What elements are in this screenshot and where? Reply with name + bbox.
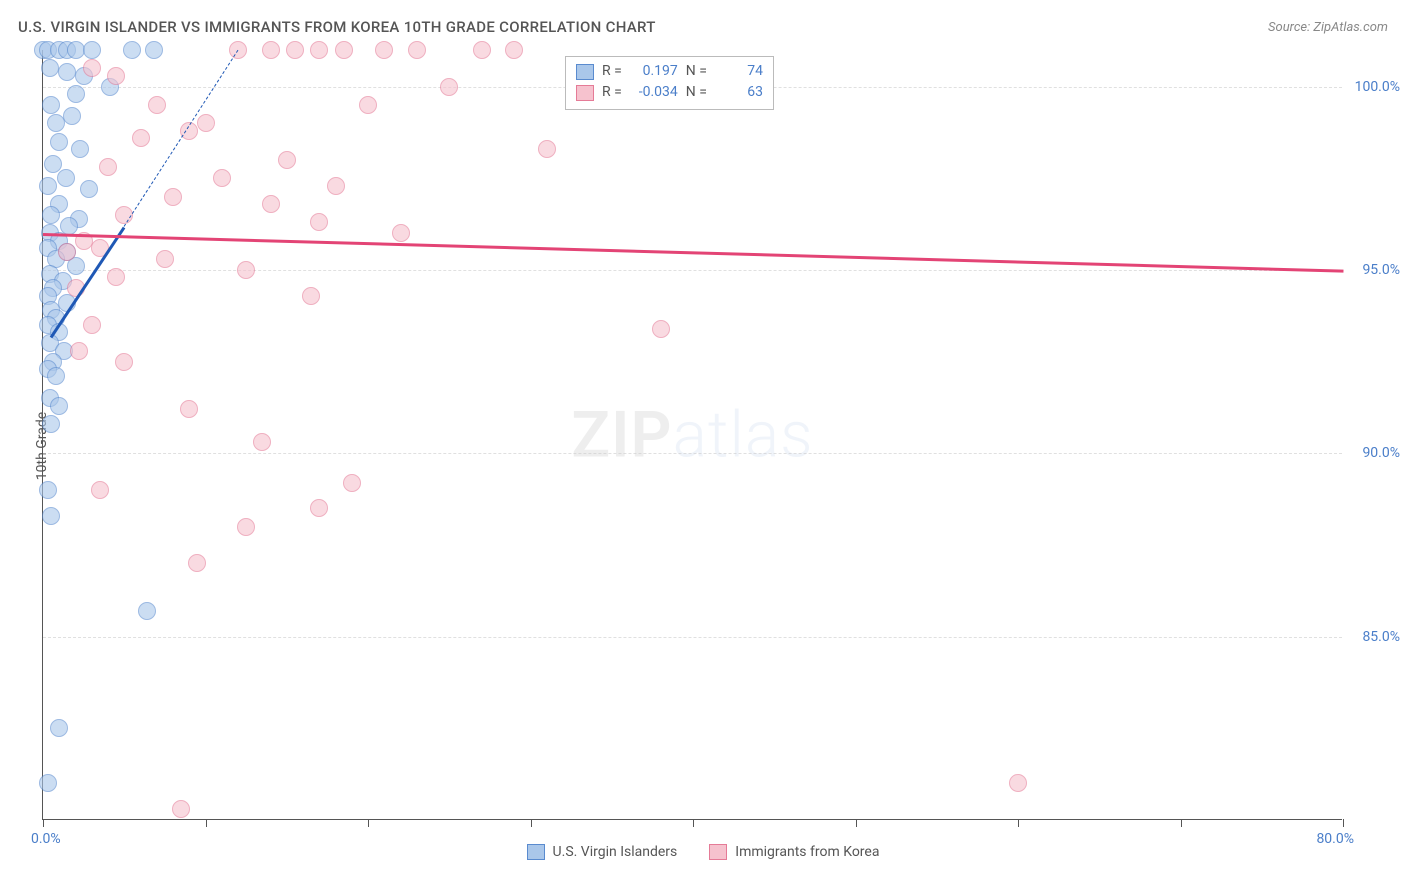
data-point-series-1 — [302, 287, 320, 305]
data-point-series-1 — [164, 188, 182, 206]
data-point-series-1 — [172, 800, 190, 818]
data-point-series-0 — [41, 59, 59, 77]
data-point-series-1 — [286, 41, 304, 59]
data-point-series-0 — [47, 114, 65, 132]
data-point-series-1 — [310, 499, 328, 517]
data-point-series-0 — [50, 397, 68, 415]
data-point-series-1 — [359, 96, 377, 114]
data-point-series-0 — [145, 41, 163, 59]
data-point-series-1 — [278, 151, 296, 169]
data-point-series-1 — [327, 177, 345, 195]
data-point-series-0 — [138, 602, 156, 620]
x-tick — [856, 819, 857, 827]
bottom-legend: U.S. Virgin Islanders Immigrants from Ko… — [0, 844, 1406, 860]
data-point-series-1 — [188, 554, 206, 572]
data-point-series-1 — [148, 96, 166, 114]
data-point-series-1 — [115, 353, 133, 371]
data-point-series-0 — [63, 107, 81, 125]
stats-row-series-1: R = -0.034 N = 63 — [576, 82, 763, 103]
chart-source: Source: ZipAtlas.com — [1268, 20, 1388, 35]
data-point-series-0 — [80, 180, 98, 198]
data-point-series-0 — [67, 85, 85, 103]
data-point-series-1 — [310, 213, 328, 231]
data-point-series-1 — [343, 474, 361, 492]
legend-item-0: U.S. Virgin Islanders — [527, 844, 678, 860]
data-point-series-1 — [538, 140, 556, 158]
data-point-series-1 — [58, 243, 76, 261]
data-point-series-1 — [91, 481, 109, 499]
data-point-series-1 — [180, 400, 198, 418]
data-point-series-0 — [42, 96, 60, 114]
data-point-series-0 — [71, 140, 89, 158]
data-point-series-1 — [156, 250, 174, 268]
swatch-icon — [527, 844, 545, 860]
data-point-series-1 — [253, 433, 271, 451]
x-tick — [693, 819, 694, 827]
swatch-icon — [576, 85, 594, 101]
data-point-series-0 — [47, 367, 65, 385]
scatter-plot: ZIPatlas 0.0% 80.0% 85.0%90.0%95.0%100.0… — [42, 50, 1342, 820]
stats-row-series-0: R = 0.197 N = 74 — [576, 61, 763, 82]
data-point-series-1 — [262, 195, 280, 213]
y-tick-label: 100.0% — [1355, 79, 1400, 95]
data-point-series-1 — [83, 59, 101, 77]
swatch-icon — [709, 844, 727, 860]
data-point-series-0 — [57, 169, 75, 187]
data-point-series-0 — [42, 206, 60, 224]
data-point-series-1 — [213, 169, 231, 187]
legend-item-1: Immigrants from Korea — [709, 844, 879, 860]
gridline — [43, 637, 1342, 638]
data-point-series-1 — [237, 518, 255, 536]
data-point-series-1 — [375, 41, 393, 59]
data-point-series-0 — [39, 774, 57, 792]
data-point-series-1 — [70, 342, 88, 360]
data-point-series-0 — [50, 719, 68, 737]
data-point-series-0 — [83, 41, 101, 59]
data-point-series-1 — [505, 41, 523, 59]
stats-legend-box: R = 0.197 N = 74 R = -0.034 N = 63 — [565, 56, 774, 110]
y-tick-label: 85.0% — [1362, 629, 1400, 645]
data-point-series-1 — [1009, 774, 1027, 792]
watermark: ZIPatlas — [571, 397, 813, 472]
data-point-series-1 — [652, 320, 670, 338]
x-tick — [43, 819, 44, 827]
x-tick — [368, 819, 369, 827]
data-point-series-1 — [107, 268, 125, 286]
data-point-series-1 — [392, 224, 410, 242]
data-point-series-0 — [42, 415, 60, 433]
data-point-series-0 — [39, 177, 57, 195]
data-point-series-0 — [58, 63, 76, 81]
chart-header: U.S. VIRGIN ISLANDER VS IMMIGRANTS FROM … — [18, 18, 1388, 36]
data-point-series-0 — [44, 155, 62, 173]
y-tick-label: 95.0% — [1362, 262, 1400, 278]
x-tick — [1181, 819, 1182, 827]
x-tick — [531, 819, 532, 827]
data-point-series-1 — [197, 114, 215, 132]
x-tick — [1343, 819, 1344, 827]
data-point-series-1 — [473, 41, 491, 59]
data-point-series-1 — [262, 41, 280, 59]
x-tick — [206, 819, 207, 827]
data-point-series-1 — [83, 316, 101, 334]
data-point-series-1 — [237, 261, 255, 279]
data-point-series-1 — [335, 41, 353, 59]
data-point-series-1 — [440, 78, 458, 96]
data-point-series-0 — [39, 481, 57, 499]
gridline — [43, 453, 1342, 454]
y-tick-label: 90.0% — [1362, 445, 1400, 461]
data-point-series-1 — [408, 41, 426, 59]
data-point-series-1 — [107, 67, 125, 85]
chart-title: U.S. VIRGIN ISLANDER VS IMMIGRANTS FROM … — [18, 18, 656, 36]
data-point-series-1 — [99, 158, 117, 176]
data-point-series-0 — [42, 507, 60, 525]
data-point-series-1 — [310, 41, 328, 59]
swatch-icon — [576, 64, 594, 80]
data-point-series-1 — [132, 129, 150, 147]
x-tick — [1018, 819, 1019, 827]
data-point-series-0 — [123, 41, 141, 59]
data-point-series-0 — [50, 133, 68, 151]
